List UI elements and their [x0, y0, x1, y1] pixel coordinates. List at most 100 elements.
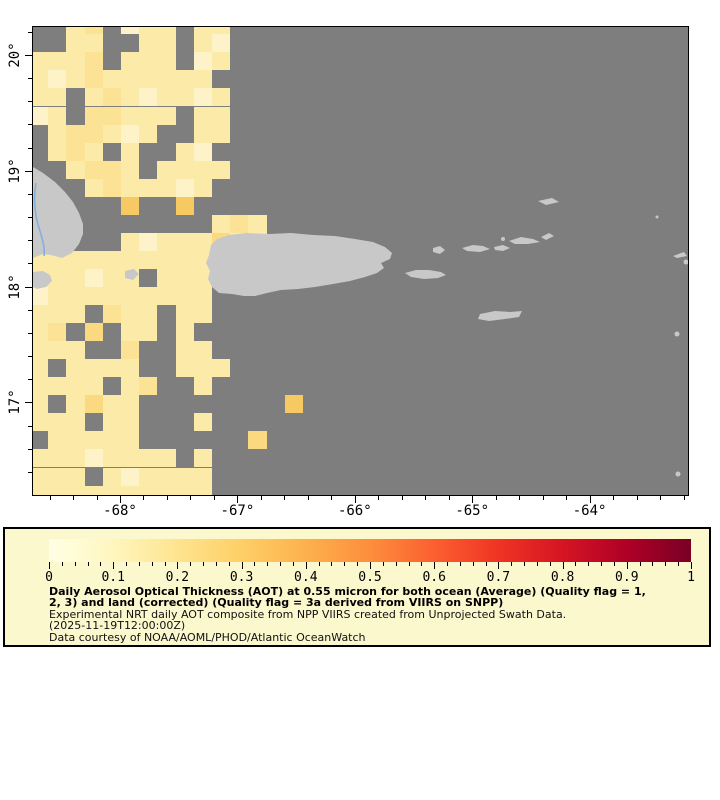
aot-cell	[212, 106, 231, 125]
aot-cell	[102, 287, 121, 306]
axis-tick	[25, 402, 32, 404]
aot-cell	[84, 268, 103, 287]
aot-cell	[121, 124, 140, 143]
axis-tick	[28, 379, 32, 381]
x-axis-label: -67°	[220, 503, 255, 519]
aot-cell	[66, 467, 85, 486]
y-axis-label: 20°	[7, 42, 23, 68]
aot-cell	[33, 359, 49, 378]
aot-cell	[121, 377, 140, 396]
aot-cell	[193, 449, 212, 468]
colorbar-tick-label: 0.7	[486, 570, 511, 585]
aot-cell	[66, 250, 85, 269]
x-axis-label: -65°	[455, 503, 490, 519]
aot-cell	[66, 395, 85, 414]
aot-cell	[121, 88, 140, 107]
aot-cell	[157, 160, 176, 179]
aot-cell	[175, 250, 194, 269]
axis-tick	[425, 496, 427, 500]
axis-tick	[28, 332, 32, 334]
aot-cell	[84, 52, 103, 71]
land-anguilla	[673, 252, 687, 258]
aot-cell	[139, 287, 158, 306]
aot-cell	[139, 323, 158, 342]
colorbar-tick	[49, 562, 50, 569]
aot-cell	[33, 485, 49, 495]
colorbar-tick	[292, 562, 294, 566]
aot-cell	[48, 449, 67, 468]
land-puerto-rico	[206, 233, 392, 296]
aot-cell	[193, 485, 212, 495]
colorbar-tick	[395, 562, 397, 566]
axis-tick	[28, 263, 32, 265]
aot-cell	[175, 287, 194, 306]
colorbar-tick-label: 0.5	[358, 570, 382, 585]
land-st-croix	[478, 311, 522, 321]
aot-cell	[33, 341, 49, 360]
colorbar-tick	[151, 562, 153, 566]
aot-cell	[157, 52, 176, 71]
axis-tick	[284, 496, 286, 500]
axis-tick	[331, 496, 333, 500]
land-layer	[33, 167, 688, 477]
colorbar-tick	[447, 562, 449, 566]
aot-cell	[175, 341, 194, 360]
aot-cell	[48, 485, 67, 495]
aot-cell	[66, 377, 85, 396]
land-tortola	[509, 237, 540, 244]
aot-cell	[139, 467, 158, 486]
aot-cell	[121, 232, 140, 251]
colorbar-tick	[100, 562, 102, 566]
colorbar-tick	[601, 562, 603, 566]
y-axis-label: 17°	[7, 389, 23, 416]
aot-cell	[66, 34, 85, 53]
land-hispaniola-south	[33, 271, 52, 289]
colorbar-tick	[318, 562, 320, 566]
axis-tick	[613, 496, 615, 500]
aot-cell	[48, 142, 67, 161]
axis-tick	[28, 147, 32, 149]
colorbar-tick	[241, 562, 243, 569]
aot-cell	[248, 214, 267, 233]
aot-cell	[121, 485, 140, 495]
aot-cell	[121, 305, 140, 324]
colorbar-tick-label: 0.2	[165, 570, 190, 585]
land-anegada	[538, 198, 559, 205]
aot-cell	[84, 106, 103, 125]
aot-cell	[193, 34, 212, 53]
land-jost-van-dyke	[501, 237, 505, 241]
aot-cell	[84, 27, 103, 35]
land-virgin-gorda	[541, 233, 554, 240]
colorbar-tick	[113, 562, 115, 569]
colorbar-tick	[626, 562, 628, 569]
aot-cell	[84, 287, 103, 306]
axis-tick	[120, 496, 121, 503]
axis-tick	[401, 496, 403, 500]
aot-cell	[33, 377, 49, 396]
colorbar-tick	[164, 562, 166, 566]
caption-title-line2: 2, 3) and land (corrected) (Quality flag…	[49, 596, 504, 610]
x-axis-label: -64°	[572, 503, 607, 519]
axis-tick	[25, 55, 32, 56]
aot-cell	[139, 485, 158, 495]
aot-cell	[121, 160, 140, 179]
aot-cell	[212, 88, 231, 107]
aot-cell	[84, 431, 103, 450]
aot-cell	[84, 485, 103, 495]
land-wrap	[33, 27, 688, 495]
aot-cell	[102, 431, 121, 450]
axis-tick	[683, 496, 685, 500]
aot-cell	[193, 88, 212, 107]
axis-tick	[28, 309, 32, 311]
aot-cell	[175, 160, 194, 179]
colorbar-tick-label: 0	[45, 570, 53, 585]
colorbar-tick	[575, 562, 577, 566]
aot-cell	[284, 395, 303, 414]
aot-cell	[48, 106, 67, 125]
colorbar-tick	[74, 562, 76, 566]
axis-tick	[28, 425, 32, 427]
axis-tick	[636, 496, 638, 500]
x-axis-label: -68°	[103, 503, 137, 519]
axis-tick	[28, 31, 32, 33]
land-st-john	[494, 245, 510, 251]
